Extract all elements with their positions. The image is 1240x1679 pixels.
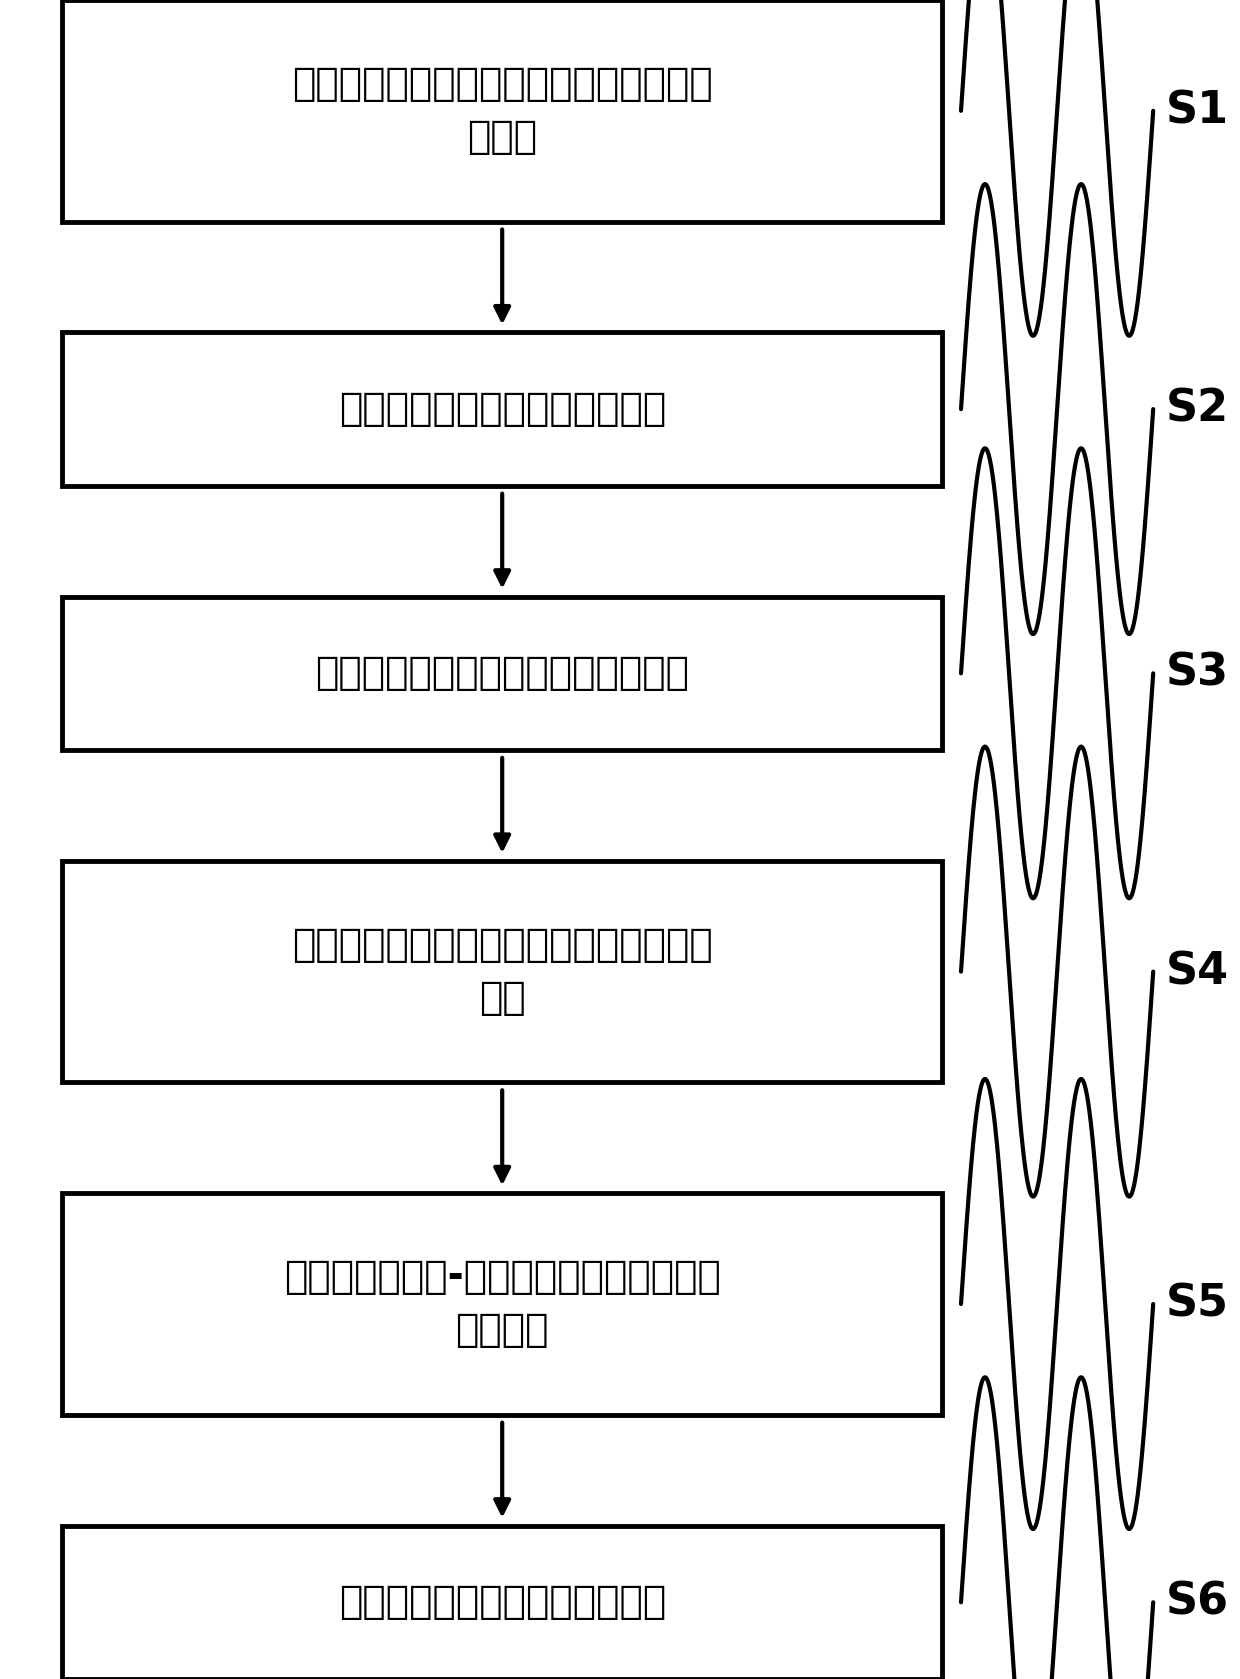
FancyBboxPatch shape bbox=[62, 861, 942, 1083]
Text: 解析并拟合应力-损伤函数关系，实时计算
蠕变损伤: 解析并拟合应力-损伤函数关系，实时计算 蠕变损伤 bbox=[284, 1259, 720, 1350]
FancyBboxPatch shape bbox=[62, 332, 942, 485]
Text: S2: S2 bbox=[1166, 388, 1229, 430]
Text: 将蠕变损伤相关数据进行归一化处理: 将蠕变损伤相关数据进行归一化处理 bbox=[315, 655, 689, 692]
Text: S6: S6 bbox=[1166, 1582, 1229, 1624]
FancyBboxPatch shape bbox=[62, 1194, 942, 1415]
Text: S1: S1 bbox=[1166, 89, 1229, 133]
Text: 通过有限元分析软件计算转子的温度场和
应力场: 通过有限元分析软件计算转子的温度场和 应力场 bbox=[291, 65, 713, 156]
Text: 采用多元回归方法建立蠕变应力实时计算
模型: 采用多元回归方法建立蠕变应力实时计算 模型 bbox=[291, 927, 713, 1017]
FancyBboxPatch shape bbox=[62, 1526, 942, 1679]
Text: S5: S5 bbox=[1166, 1283, 1229, 1325]
Text: 提取关键部位的温度和应力数据: 提取关键部位的温度和应力数据 bbox=[339, 390, 666, 428]
Text: 建立蠕变损伤实时计算系统架构: 建立蠕变损伤实时计算系统架构 bbox=[339, 1583, 666, 1622]
FancyBboxPatch shape bbox=[62, 596, 942, 751]
Text: S3: S3 bbox=[1166, 651, 1229, 695]
Text: S4: S4 bbox=[1166, 950, 1229, 992]
FancyBboxPatch shape bbox=[62, 0, 942, 222]
